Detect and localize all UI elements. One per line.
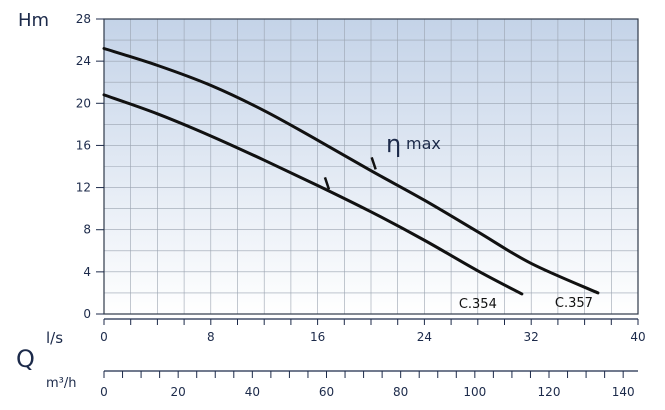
y-axis-title: Hm	[18, 10, 49, 31]
x-tick-label: 24	[417, 330, 432, 344]
eta-symbol: η	[386, 130, 401, 158]
secondary-flow-axis: 0 20 40 60 80 100 120 140	[100, 370, 638, 399]
x-tick-label: 16	[310, 330, 325, 344]
secondary-tick-label: 60	[319, 385, 334, 399]
secondary-tick-label: 120	[538, 385, 561, 399]
grid-lines	[103, 18, 639, 320]
y-tick-labels: 0 4 8 12 16 20 24 28	[76, 12, 104, 321]
eta-max-marker	[370, 156, 377, 170]
secondary-axis-unit-label: m³/h	[46, 376, 77, 391]
y-tick-label: 28	[76, 12, 91, 26]
x-axis-unit-label: l/s	[46, 329, 63, 347]
x-tick-label: 40	[630, 330, 645, 344]
curve-c357	[102, 47, 600, 295]
flow-symbol: Q	[16, 345, 35, 373]
secondary-tick-label: 100	[463, 385, 486, 399]
secondary-tick-label: 20	[171, 385, 186, 399]
x-tick-labels: 0 8 16 24 32 40	[100, 319, 646, 344]
y-tick-label: 12	[76, 181, 91, 195]
x-tick-label: 8	[207, 330, 215, 344]
curve-c354	[102, 93, 524, 296]
series-label: C.357	[555, 296, 593, 311]
secondary-tick-label: 0	[100, 385, 108, 399]
y-tick-label: 16	[76, 138, 91, 152]
y-tick-label: 24	[76, 54, 91, 68]
secondary-tick-label: 40	[245, 385, 260, 399]
x-tick-label: 32	[524, 330, 539, 344]
series-label: C.354	[459, 297, 497, 312]
eta-max-marker	[323, 176, 331, 190]
secondary-tick-label: 80	[393, 385, 408, 399]
plot-border	[103, 18, 639, 315]
eta-max-label: max	[406, 134, 441, 153]
y-tick-label: 20	[76, 96, 91, 110]
y-tick-label: 4	[83, 265, 91, 279]
pump-curves: C.357 C.354	[102, 47, 600, 312]
x-tick-label: 0	[100, 330, 108, 344]
y-tick-label: 0	[83, 307, 91, 321]
secondary-tick-label: 140	[612, 385, 635, 399]
y-tick-label: 8	[83, 223, 91, 237]
